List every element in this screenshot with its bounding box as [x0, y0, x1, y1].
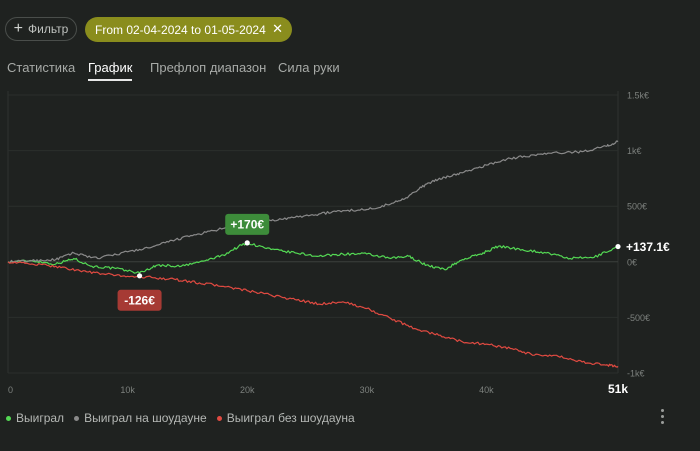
- legend-item-won[interactable]: Выиграл: [6, 411, 64, 425]
- series-line-won: [7, 241, 619, 274]
- legend-dot-won: [6, 415, 11, 421]
- y-tick-label: 0€: [627, 257, 637, 267]
- legend-label-won: Выиграл: [16, 411, 65, 425]
- legend-dot-showdown: [74, 415, 80, 421]
- winnings-chart: 1.5k€ 1k€ 500€ 0€ -500€ -1k€ 0 10k 20k 30k 40k 51k +…: [7, 91, 670, 396]
- end-marker: [615, 243, 621, 250]
- x-tick-label: 10k: [120, 385, 135, 395]
- legend-item-non-showdown[interactable]: Выиграл без шоудауна: [216, 411, 355, 425]
- plus-icon: +: [13, 20, 24, 37]
- y-tick-label: -1k€: [627, 369, 645, 379]
- date-filter-label: From 02-04-2024 to 01-05-2024: [95, 22, 266, 37]
- x-tick-label: 0: [8, 385, 13, 395]
- legend-item-showdown[interactable]: Выиграл на шоудауне: [74, 411, 207, 425]
- series-line-showdown: [7, 140, 619, 264]
- tab-hand-strength[interactable]: Сила руки: [278, 60, 340, 75]
- annotation-badge: [225, 213, 270, 235]
- date-filter-chip[interactable]: From 02-04-2024 to 01-05-2024 ✕: [85, 17, 292, 42]
- tab-preflop-range[interactable]: Префлоп диапазон: [150, 60, 267, 75]
- more-options-icon[interactable]: [655, 407, 669, 425]
- annotation-label: +170€: [230, 217, 264, 231]
- end-value-label: +137.1€: [626, 240, 670, 254]
- y-tick-label: 1k€: [627, 146, 642, 156]
- y-tick-label: 1.5k€: [627, 91, 649, 101]
- x-tick-label: 40k: [479, 385, 494, 395]
- legend-label-showdown: Выиграл на шоудауне: [84, 411, 207, 425]
- y-tick-label: -500€: [627, 313, 650, 323]
- tab-chart[interactable]: График: [88, 60, 133, 81]
- x-tick-label: 30k: [360, 385, 375, 395]
- annotation-marker: [244, 240, 250, 246]
- chart-legend: Выиграл Выиграл на шоудауне Выиграл без …: [6, 411, 355, 425]
- y-tick-label: 500€: [627, 202, 647, 212]
- x-tick-label: 20k: [240, 385, 255, 395]
- filter-button-label: Фильтр: [28, 22, 69, 36]
- legend-dot-non-showdown: [216, 415, 222, 421]
- series-line-non-showdown: [7, 261, 619, 368]
- annotation-marker: [136, 273, 143, 279]
- x-tick-label: 51k: [608, 382, 628, 396]
- filter-button[interactable]: + Фильтр: [5, 17, 77, 41]
- annotation-badge: [117, 289, 162, 311]
- tab-statistics[interactable]: Статистика: [7, 60, 76, 75]
- annotation-label: -126€: [124, 293, 155, 307]
- close-icon[interactable]: ✕: [272, 21, 283, 36]
- legend-label-non-showdown: Выиграл без шоудауна: [226, 411, 355, 425]
